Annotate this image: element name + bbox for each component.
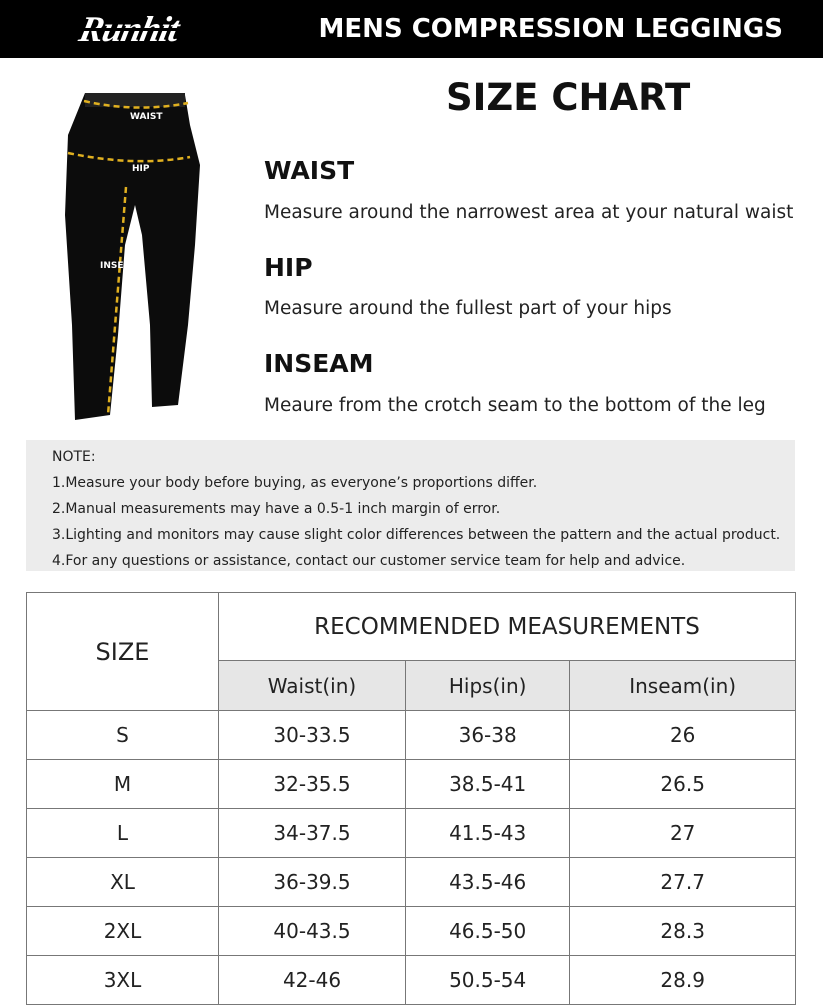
header-bar: Runhit MENS COMPRESSION LEGGINGS: [0, 0, 823, 58]
waist-label: WAIST: [130, 112, 163, 122]
waist-description: Measure around the narrowest area at you…: [264, 202, 794, 223]
hip-label: HIP: [132, 164, 150, 174]
inseam-cell: 27.7: [569, 857, 796, 907]
size-cell: 3XL: [26, 955, 219, 1005]
note-title: NOTE:: [52, 449, 96, 465]
waist-cell: 30-33.5: [217, 710, 407, 760]
note-box: NOTE: 1.Measure your body before buying,…: [26, 440, 795, 571]
size-cell: L: [26, 808, 219, 858]
inseam-cell: 28.9: [569, 955, 796, 1005]
size-cell: 2XL: [26, 906, 219, 956]
inseam-cell: 28.3: [569, 906, 796, 956]
table-row: 2XL 40-43.5 46.5-50 28.3: [26, 906, 796, 956]
hips-cell: 41.5-43: [405, 808, 571, 858]
column-header-waist: Waist(in): [217, 660, 407, 711]
size-chart-title: SIZE CHART: [446, 76, 691, 119]
waist-heading: WAIST: [264, 156, 355, 185]
size-header: SIZE: [26, 592, 219, 711]
table-row: S 30-33.5 36-38 26: [26, 710, 796, 760]
size-cell: S: [26, 710, 219, 760]
column-header-hips: Hips(in): [405, 660, 571, 711]
inseam-description: Meaure from the crotch seam to the botto…: [264, 395, 766, 416]
inseam-guide-line: [106, 186, 128, 416]
waist-cell: 32-35.5: [217, 759, 407, 809]
table-row: L 34-37.5 41.5-43 27: [26, 808, 796, 858]
table-row: 3XL 42-46 50.5-54 28.9: [26, 955, 796, 1005]
leggings-image: WAIST HIP INSEAM: [65, 93, 200, 420]
leggings-shape: [65, 93, 200, 420]
inseam-label: INSEAM: [100, 261, 139, 271]
size-table: SIZE RECOMMENDED MEASUREMENTS Waist(in) …: [26, 592, 796, 1005]
table-row: M 32-35.5 38.5-41 26.5: [26, 759, 796, 809]
hip-heading: HIP: [264, 253, 313, 282]
note-item: 2.Manual measurements may have a 0.5-1 i…: [52, 501, 501, 517]
table-row: XL 36-39.5 43.5-46 27.7: [26, 857, 796, 907]
waist-cell: 36-39.5: [217, 857, 407, 907]
note-item: 3.Lighting and monitors may cause slight…: [52, 527, 781, 543]
hips-cell: 50.5-54: [405, 955, 571, 1005]
size-cell: XL: [26, 857, 219, 907]
waist-cell: 42-46: [217, 955, 407, 1005]
waist-cell: 34-37.5: [217, 808, 407, 858]
hips-cell: 43.5-46: [405, 857, 571, 907]
note-item: 4.For any questions or assistance, conta…: [52, 553, 686, 569]
inseam-cell: 27: [569, 808, 796, 858]
hips-cell: 46.5-50: [405, 906, 571, 956]
column-header-inseam: Inseam(in): [569, 660, 796, 711]
inseam-heading: INSEAM: [264, 349, 374, 378]
note-item: 1.Measure your body before buying, as ev…: [52, 475, 538, 491]
product-title: MENS COMPRESSION LEGGINGS: [318, 14, 783, 44]
brand-logo: Runhit: [75, 9, 183, 49]
hips-cell: 38.5-41: [405, 759, 571, 809]
recommended-header: RECOMMENDED MEASUREMENTS: [218, 592, 796, 661]
inseam-cell: 26: [569, 710, 796, 760]
waist-guide-line: [83, 99, 189, 109]
waist-cell: 40-43.5: [217, 906, 407, 956]
hip-guide-line: [67, 151, 191, 163]
hip-description: Measure around the fullest part of your …: [264, 298, 672, 319]
size-cell: M: [26, 759, 219, 809]
inseam-cell: 26.5: [569, 759, 796, 809]
hips-cell: 36-38: [405, 710, 571, 760]
waistband: [85, 93, 185, 107]
